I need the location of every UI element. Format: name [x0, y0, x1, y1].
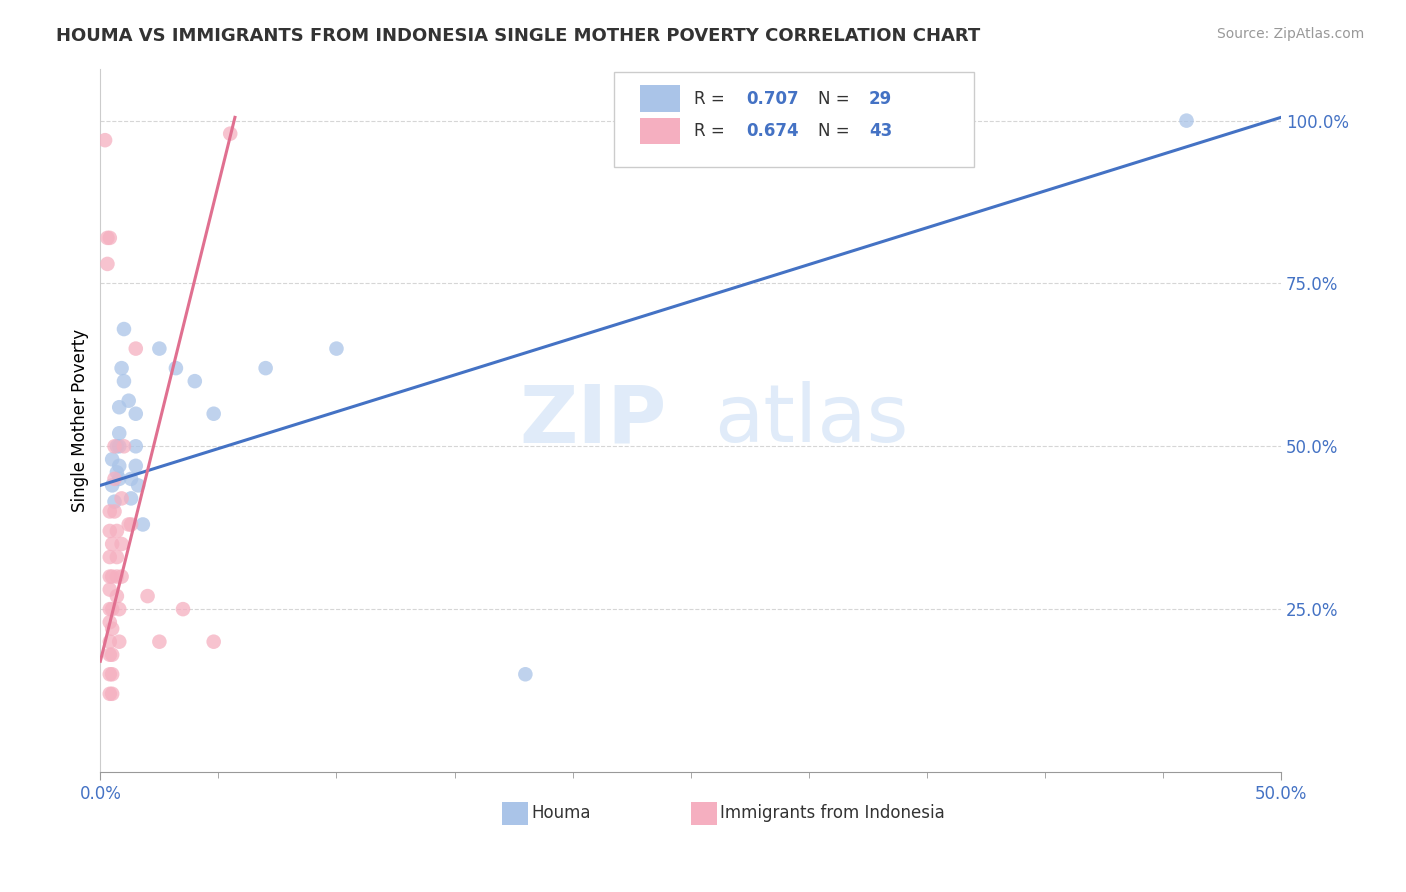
- Text: 0.674: 0.674: [747, 122, 799, 140]
- Text: HOUMA VS IMMIGRANTS FROM INDONESIA SINGLE MOTHER POVERTY CORRELATION CHART: HOUMA VS IMMIGRANTS FROM INDONESIA SINGL…: [56, 27, 980, 45]
- FancyBboxPatch shape: [502, 802, 527, 825]
- Point: [98, 231, 121, 245]
- Point: [105, 466, 128, 480]
- Point: [98, 582, 121, 597]
- Point: [120, 491, 142, 506]
- Text: N =: N =: [818, 90, 855, 108]
- Point: [136, 589, 159, 603]
- Point: [98, 524, 121, 538]
- Point: [105, 589, 128, 603]
- Point: [96, 257, 118, 271]
- Point: [101, 569, 124, 583]
- Point: [120, 472, 142, 486]
- Point: [515, 667, 537, 681]
- Point: [112, 374, 135, 388]
- Point: [98, 667, 121, 681]
- Point: [103, 472, 125, 486]
- Point: [125, 342, 148, 356]
- Point: [98, 615, 121, 629]
- Point: [98, 569, 121, 583]
- Point: [98, 549, 121, 564]
- Point: [172, 602, 194, 616]
- Point: [108, 439, 131, 453]
- Point: [132, 517, 155, 532]
- Point: [101, 622, 124, 636]
- Point: [98, 687, 121, 701]
- Point: [108, 602, 131, 616]
- Point: [125, 458, 148, 473]
- Point: [105, 569, 128, 583]
- Point: [165, 361, 187, 376]
- Point: [1175, 113, 1198, 128]
- Point: [108, 634, 131, 648]
- Point: [120, 517, 142, 532]
- Point: [202, 407, 225, 421]
- Point: [125, 407, 148, 421]
- Point: [110, 537, 132, 551]
- Point: [108, 401, 131, 415]
- Point: [94, 133, 117, 147]
- FancyBboxPatch shape: [690, 802, 717, 825]
- Point: [98, 634, 121, 648]
- Point: [103, 504, 125, 518]
- Text: 43: 43: [869, 122, 893, 140]
- Text: 29: 29: [869, 90, 893, 108]
- Point: [108, 426, 131, 441]
- Point: [108, 472, 131, 486]
- Point: [202, 634, 225, 648]
- Point: [127, 478, 149, 492]
- Point: [112, 439, 135, 453]
- Point: [254, 361, 277, 376]
- Point: [148, 634, 170, 648]
- Point: [184, 374, 207, 388]
- Point: [110, 491, 132, 506]
- Point: [98, 602, 121, 616]
- Text: R =: R =: [695, 90, 730, 108]
- Text: ZIP: ZIP: [520, 381, 666, 459]
- Point: [98, 504, 121, 518]
- FancyBboxPatch shape: [640, 86, 681, 112]
- Point: [112, 322, 135, 336]
- Point: [110, 361, 132, 376]
- Text: atlas: atlas: [714, 381, 908, 459]
- Point: [101, 667, 124, 681]
- Y-axis label: Single Mother Poverty: Single Mother Poverty: [72, 328, 89, 512]
- Point: [125, 439, 148, 453]
- Point: [96, 231, 118, 245]
- Text: Source: ZipAtlas.com: Source: ZipAtlas.com: [1216, 27, 1364, 41]
- Point: [325, 342, 347, 356]
- Text: Houma: Houma: [531, 805, 591, 822]
- Point: [101, 602, 124, 616]
- Point: [105, 549, 128, 564]
- Point: [103, 439, 125, 453]
- Point: [219, 127, 242, 141]
- Point: [110, 569, 132, 583]
- Point: [148, 342, 170, 356]
- Point: [98, 648, 121, 662]
- Point: [118, 393, 141, 408]
- Point: [101, 648, 124, 662]
- Point: [101, 537, 124, 551]
- Point: [101, 687, 124, 701]
- Point: [105, 439, 128, 453]
- Text: Immigrants from Indonesia: Immigrants from Indonesia: [720, 805, 945, 822]
- FancyBboxPatch shape: [640, 118, 681, 145]
- Point: [105, 524, 128, 538]
- Point: [101, 478, 124, 492]
- Point: [103, 494, 125, 508]
- Point: [118, 517, 141, 532]
- Text: 0.707: 0.707: [747, 90, 799, 108]
- Text: N =: N =: [818, 122, 855, 140]
- Text: R =: R =: [695, 122, 730, 140]
- Point: [101, 452, 124, 467]
- FancyBboxPatch shape: [614, 72, 974, 167]
- Point: [108, 458, 131, 473]
